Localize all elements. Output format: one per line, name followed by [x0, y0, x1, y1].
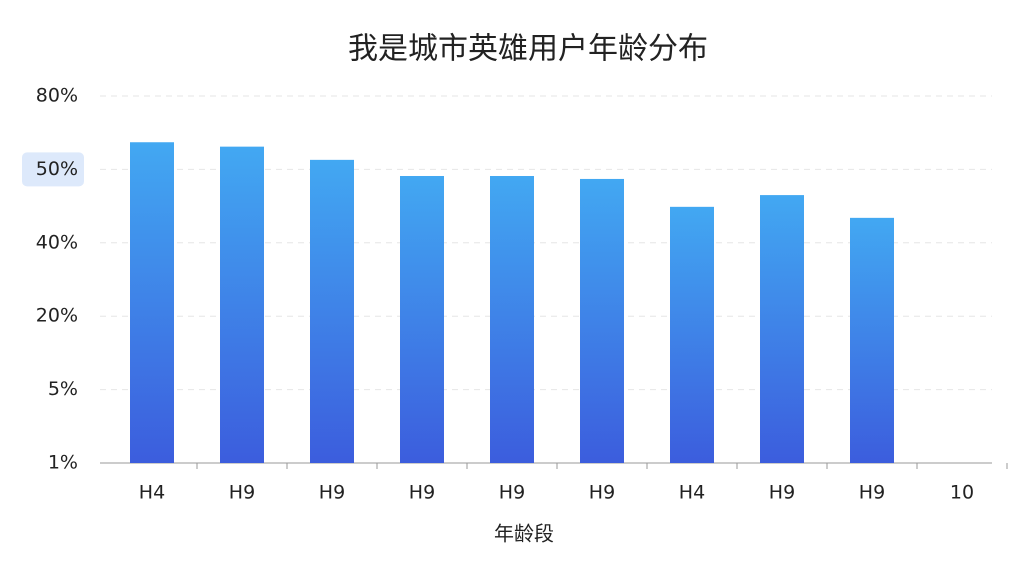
x-tick-label: H9: [769, 482, 795, 504]
x-tick-label: H9: [409, 482, 435, 504]
y-tick-label: 40%: [36, 231, 78, 253]
tick-highlight: [22, 152, 84, 187]
y-tick-label: 50%: [36, 158, 78, 180]
x-tick-label: H4: [139, 482, 165, 504]
x-tick-label: H9: [229, 482, 255, 504]
x-tick-label: H9: [859, 482, 885, 504]
x-axis-label: 年龄段: [494, 522, 554, 546]
x-tick-label: H4: [679, 482, 705, 504]
chart-title: 我是城市英雄用户年龄分布: [348, 32, 708, 67]
y-tick-label: 1%: [48, 452, 78, 474]
bar: [670, 206, 714, 464]
x-tick-label: H9: [499, 482, 525, 504]
y-tick-label: 80%: [36, 85, 78, 107]
bar: [130, 142, 174, 463]
x-tick-label: 10: [950, 482, 974, 504]
bar: [580, 178, 624, 463]
bar: [220, 146, 264, 463]
bar: [490, 176, 534, 464]
x-tick-label: H9: [319, 482, 345, 504]
bar: [850, 217, 894, 463]
x-tick-label: H9: [589, 482, 615, 504]
y-tick-label: 5%: [48, 378, 78, 400]
bar: [400, 176, 444, 464]
bar: [310, 159, 354, 463]
bar: [760, 195, 804, 463]
y-tick-label: 20%: [36, 305, 78, 327]
